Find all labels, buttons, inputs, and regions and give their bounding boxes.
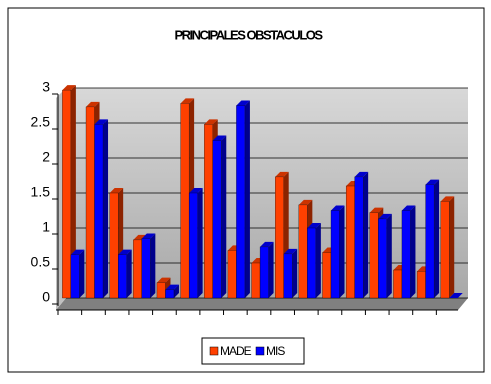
- bar: [156, 282, 166, 299]
- bar-top: [109, 188, 124, 193]
- bar-side: [150, 233, 156, 298]
- bar-side: [315, 223, 321, 298]
- bar: [369, 212, 379, 299]
- legend-label: MIS: [266, 344, 285, 358]
- bar: [133, 239, 142, 299]
- bar-top: [307, 223, 321, 228]
- legend-swatch: [255, 346, 265, 356]
- bar: [62, 89, 72, 299]
- bar: [109, 192, 119, 299]
- bar-top: [449, 293, 463, 298]
- bar: [236, 105, 246, 299]
- bar: [307, 227, 317, 299]
- bar-top: [133, 234, 147, 240]
- bar-side: [103, 119, 109, 299]
- bar-top: [94, 119, 109, 125]
- bar-side: [79, 249, 85, 298]
- bar-side: [173, 284, 179, 298]
- bar-top: [86, 101, 100, 107]
- bar: [416, 271, 426, 299]
- bar-side: [70, 85, 76, 298]
- bar-side: [244, 100, 250, 298]
- bar: [70, 254, 80, 299]
- y-tick-label: 0: [42, 289, 50, 305]
- bar-top: [189, 188, 203, 193]
- bar-top: [62, 85, 76, 91]
- bar: [204, 124, 213, 299]
- plot-floor: [56, 298, 468, 310]
- bar: [188, 192, 198, 299]
- bar: [425, 184, 435, 299]
- bar-top: [330, 205, 345, 211]
- bar: [165, 289, 175, 299]
- bar-top: [298, 199, 313, 205]
- bar-side: [221, 135, 227, 298]
- bar: [85, 106, 95, 299]
- bar-side: [126, 249, 132, 298]
- bar-top: [70, 249, 85, 255]
- bar: [401, 210, 411, 299]
- legend-label: MADE: [220, 344, 252, 358]
- bar: [330, 210, 340, 299]
- bar: [393, 269, 403, 299]
- bar-top: [369, 207, 384, 213]
- bar-top: [401, 205, 416, 211]
- bar-top: [236, 100, 250, 106]
- bar: [212, 140, 222, 299]
- bar-top: [440, 196, 455, 202]
- bar-side: [434, 179, 440, 298]
- bar-top: [354, 171, 369, 177]
- bar-side: [410, 205, 416, 298]
- y-tick-label: 1.5: [31, 184, 51, 200]
- bar: [94, 124, 104, 299]
- bar: [283, 253, 293, 299]
- legend-swatch: [209, 346, 219, 356]
- bar-side: [292, 248, 298, 298]
- bar-top: [204, 119, 218, 125]
- bar: [259, 246, 269, 299]
- bar: [440, 201, 450, 299]
- y-tick-label: 2: [42, 149, 50, 165]
- y-tick-label: 1: [42, 219, 50, 235]
- bar: [118, 254, 127, 299]
- y-tick-label: 0.5: [31, 254, 51, 270]
- bar: [141, 238, 151, 299]
- bar-side: [386, 213, 392, 298]
- bar: [298, 204, 308, 299]
- bar: [227, 250, 237, 299]
- bar-side: [449, 196, 455, 298]
- bar: [378, 218, 387, 299]
- bar-side: [363, 171, 369, 298]
- bar: [275, 176, 284, 299]
- bar-top: [275, 171, 289, 177]
- bar-top: [141, 233, 156, 239]
- bar-top: [156, 277, 171, 283]
- legend: [201, 337, 305, 365]
- bar-top: [425, 179, 440, 185]
- bar-top: [180, 98, 195, 104]
- bar: [180, 103, 190, 299]
- bar-top: [212, 135, 227, 141]
- bar: [251, 262, 261, 299]
- bar: [345, 185, 355, 299]
- bar-top: [260, 241, 274, 247]
- bar-side: [268, 241, 274, 298]
- bar-side: [197, 188, 203, 298]
- y-tick-label: 3: [42, 79, 50, 95]
- bar-side: [339, 205, 345, 298]
- bar: [354, 176, 364, 299]
- bar-top: [283, 248, 298, 254]
- bar-top: [165, 284, 179, 290]
- chart-title: PRINCIPALES OBSTACULOS: [174, 27, 323, 42]
- bar: [322, 252, 332, 299]
- bar-top: [378, 213, 392, 219]
- bar-top: [118, 249, 132, 255]
- y-tick-label: 2.5: [31, 114, 51, 130]
